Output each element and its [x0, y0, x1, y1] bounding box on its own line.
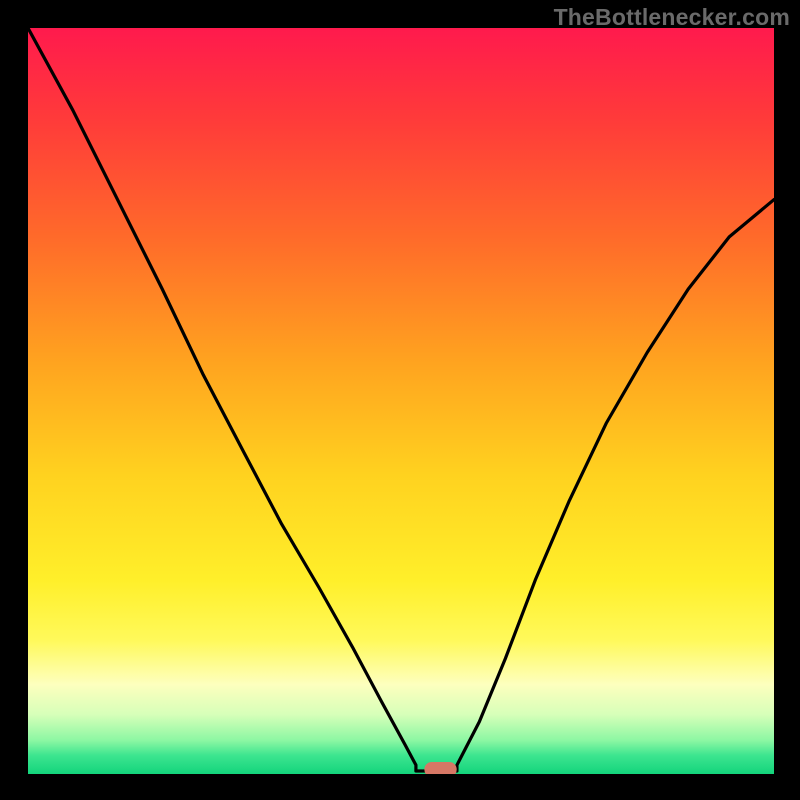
chart-frame: TheBottlenecker.com: [0, 0, 800, 800]
bottleneck-curve-chart: [28, 28, 774, 774]
plot-area: [28, 28, 774, 774]
optimal-point-marker: [425, 762, 456, 774]
gradient-background: [28, 28, 774, 774]
watermark-text: TheBottlenecker.com: [554, 4, 790, 31]
